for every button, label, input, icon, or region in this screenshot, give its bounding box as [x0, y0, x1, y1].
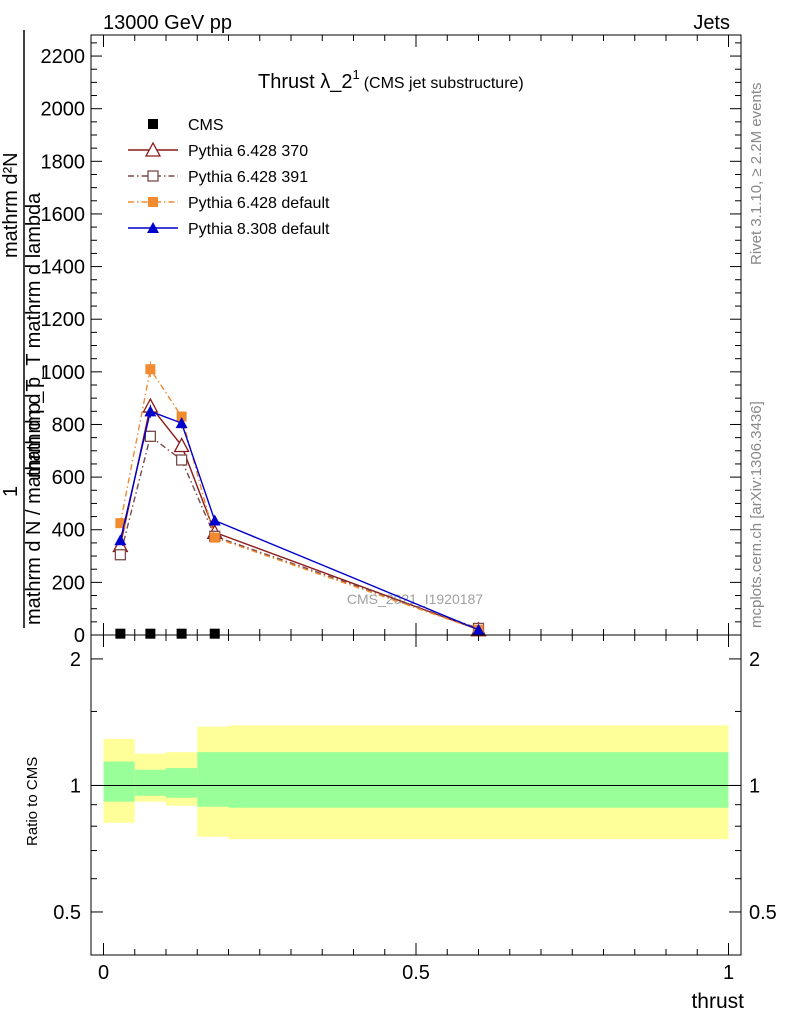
legend-label: Pythia 8.308 default — [188, 221, 330, 238]
main-x-ticks — [103, 35, 729, 635]
ratio-inner-band — [166, 768, 198, 798]
ylabel-top: mathrm d²N — [0, 152, 22, 258]
ratio-y-ticks: 0.5 0.5 1 1 2 2 — [53, 649, 777, 924]
legend-marker — [148, 119, 158, 129]
legend-marker — [147, 170, 159, 182]
ratio-x-ticks: 0 0.5 1 — [98, 635, 734, 984]
x-axis-label: thrust — [691, 990, 744, 1013]
data-point — [175, 454, 188, 466]
ratio-y-tick-label: 0.5 — [749, 902, 777, 924]
main-series-group — [112, 361, 487, 639]
chart-title-sub: (CMS jet substructure) — [364, 75, 524, 92]
legend-label: Pythia 6.428 default — [188, 195, 330, 212]
watermark: CMS_2021_I1920187 — [347, 591, 483, 607]
data-point — [176, 628, 187, 639]
data-point — [114, 549, 127, 561]
data-point — [208, 514, 221, 526]
chart-title-main: Thrust λ_2 — [258, 71, 352, 93]
mcplots-label: mcplots.cern.ch [arXiv:1306.3436] — [748, 401, 765, 628]
ratio-inner-band — [103, 761, 135, 802]
y-tick-label: 1600 — [41, 204, 86, 226]
ratio-y-tick-label: 0.5 — [53, 902, 81, 924]
data-point — [115, 628, 126, 639]
y-tick-label: 800 — [52, 414, 85, 436]
legend-marker — [148, 197, 158, 207]
data-point — [209, 532, 220, 543]
main-y-ticks: 0 200 400 600 800 1000 1200 1400 1600 1800 2000 220… — [41, 42, 741, 647]
y-tick-label: 400 — [52, 520, 85, 542]
legend-label: Pythia 6.428 391 — [188, 169, 308, 186]
ratio-ylabel: Ratio to CMS — [24, 757, 41, 846]
main-panel: 0 200 400 600 800 1000 1200 1400 1600 1800 2000 220… — [0, 30, 742, 647]
data-point — [144, 405, 157, 417]
chart-title-sup: 1 — [352, 67, 359, 82]
y-tick-label: 1200 — [41, 309, 86, 331]
rivet-label: Rivet 3.1.10, ≥ 2.2M events — [748, 83, 765, 266]
y-tick-label: 1000 — [41, 362, 86, 384]
legend-marker — [147, 222, 159, 233]
y-tick-label: 1400 — [41, 257, 86, 279]
data-point — [176, 411, 187, 422]
data-point — [115, 518, 126, 529]
ratio-inner-band — [134, 769, 166, 796]
ratio-y-tick-label: 1 — [70, 775, 81, 797]
chart-title: Thrust λ_21 (CMS jet substructure) — [258, 67, 524, 93]
ylabel-mid: mathrm d p_T mathrm d lambda — [23, 192, 45, 478]
x-tick-label: 0 — [98, 962, 109, 984]
ratio-y-tick-label: 2 — [749, 649, 760, 671]
data-point — [173, 437, 190, 453]
y-tick-label: 2200 — [41, 46, 86, 68]
data-point — [114, 534, 127, 546]
y-tick-label: 2000 — [41, 99, 86, 121]
legend-label: Pythia 6.428 370 — [188, 143, 308, 160]
legend-marker — [144, 141, 162, 157]
y-tick-label: 0 — [74, 625, 85, 647]
ratio-panel: 0.5 0.51 12 2 0 0.5 1 Ratio to CMS thrust — [24, 634, 777, 1013]
data-point — [145, 628, 156, 639]
data-point — [175, 417, 188, 429]
header-left: 13000 GeV pp — [103, 12, 232, 34]
y-axis-label: mathrm d²N mathrm d p_T mathrm d lambda … — [0, 30, 45, 628]
legend: CMS Pythia 6.428 370 Pythia 6.428 391 Pythi… — [128, 117, 330, 238]
data-point — [144, 430, 157, 442]
y-tick-label: 200 — [52, 572, 85, 594]
data-point — [209, 628, 220, 639]
header-right: Jets — [693, 12, 730, 34]
data-point — [145, 364, 156, 375]
x-tick-label: 1 — [723, 962, 734, 984]
ratio-y-tick-label: 1 — [749, 775, 760, 797]
ylabel-prefix: 1 — [0, 486, 22, 497]
series-line — [119, 435, 479, 630]
legend-label: CMS — [188, 117, 224, 134]
x-tick-label: 0.5 — [402, 962, 430, 984]
ratio-inner-band — [197, 752, 229, 807]
y-tick-label: 1800 — [41, 151, 86, 173]
series-line — [119, 367, 479, 631]
ratio-inner-band — [228, 752, 729, 808]
y-tick-label: 600 — [52, 467, 85, 489]
ylabel-bottom: mathrm d N / mathrm d p_T — [23, 379, 45, 625]
ratio-bands — [103, 725, 729, 840]
ratio-y-tick-label: 2 — [70, 649, 81, 671]
data-point — [472, 623, 485, 635]
